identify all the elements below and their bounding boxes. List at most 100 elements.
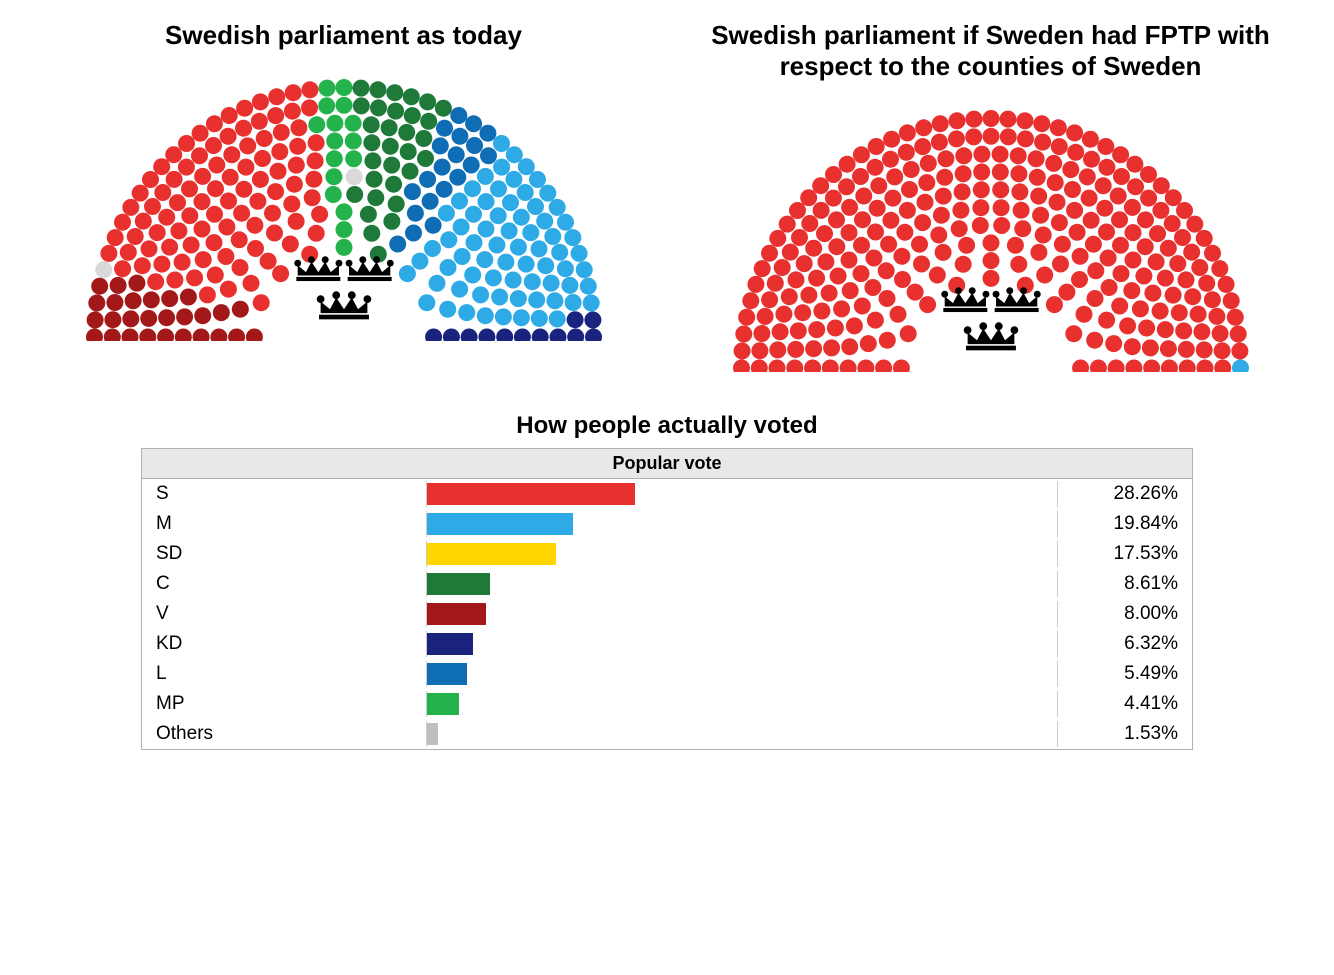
seat-dot [566, 311, 583, 328]
seat-dot [436, 120, 453, 137]
seat-dot [419, 171, 436, 188]
seat-dot [287, 213, 304, 230]
seat-dot [787, 341, 804, 358]
vote-row-pct: 5.49% [1058, 663, 1178, 685]
seat-dot [1034, 134, 1051, 151]
seat-dot [582, 295, 599, 312]
seat-dot [1109, 188, 1126, 205]
seat-dot [421, 193, 438, 210]
seat-dot [1229, 326, 1246, 343]
seat-dot [103, 329, 120, 342]
seat-dot [207, 180, 224, 197]
seat-dot [450, 107, 467, 124]
seat-dot [307, 225, 324, 242]
seat-dot [251, 94, 268, 111]
seat-dot [1119, 318, 1136, 335]
hemicycle-right [731, 92, 1251, 372]
seat-dot [991, 164, 1008, 181]
seat-dot [344, 115, 361, 132]
seat-dot [1164, 287, 1181, 304]
seat-dot [386, 84, 403, 101]
seat-dot [1064, 181, 1081, 198]
seat-dot [523, 273, 540, 290]
seat-dot [789, 202, 806, 219]
seat-dot [387, 196, 404, 213]
seat-dot [283, 196, 300, 213]
seat-dot [761, 245, 778, 262]
seat-dot [914, 214, 931, 231]
seat-dot [1195, 342, 1212, 359]
seat-dot [236, 100, 253, 117]
seat-dot [954, 166, 971, 183]
seat-dot [769, 230, 786, 247]
seat-dot [231, 301, 248, 318]
seat-dot [1217, 276, 1234, 293]
seat-dot [840, 224, 857, 241]
vote-bar-cell [426, 631, 1058, 657]
hemicycle-left [84, 61, 604, 341]
seat-dot [1050, 214, 1067, 231]
seat-dot [915, 120, 932, 137]
seat-dot [530, 310, 547, 327]
seat-dot [489, 207, 506, 224]
seat-dot [828, 212, 845, 229]
seat-dot [352, 98, 369, 115]
vote-row-label: KD [156, 633, 426, 655]
seat-dot [1124, 252, 1141, 269]
seat-dot [239, 138, 256, 155]
seat-dot [403, 183, 420, 200]
seat-dot [147, 273, 164, 290]
seat-dot [564, 229, 581, 246]
seat-dot [1175, 323, 1192, 340]
seat-dot [575, 261, 592, 278]
seat-dot [522, 224, 539, 241]
seat-dot [781, 244, 798, 261]
seat-dot [539, 185, 556, 202]
seat-dot [311, 206, 328, 223]
seat-dot [359, 206, 376, 223]
seat-dot [816, 225, 833, 242]
seat-dot [290, 119, 307, 136]
seat-dot [820, 285, 837, 302]
seat-dot [787, 272, 804, 289]
seat-dot [176, 309, 193, 326]
vote-row-pct: 19.84% [1058, 513, 1178, 535]
seat-dot [451, 281, 468, 298]
vote-bar [427, 513, 573, 535]
seat-dot [753, 260, 770, 277]
seat-dot [742, 293, 759, 310]
seat-dot [512, 209, 529, 226]
vote-bar [427, 483, 635, 505]
seat-dot [462, 157, 479, 174]
seat-dot [1014, 221, 1031, 238]
seat-dot [1176, 202, 1193, 219]
seat-dot [1030, 244, 1047, 261]
seat-dot [973, 164, 990, 181]
seat-dot [242, 275, 259, 292]
seat-dot [449, 169, 466, 186]
seat-dot [285, 176, 302, 193]
seat-dot [1149, 225, 1166, 242]
seat-dot [139, 329, 156, 342]
seat-dot [548, 311, 565, 328]
seat-dot [1204, 245, 1221, 262]
seat-dot [800, 190, 817, 207]
seat-dot [801, 215, 818, 232]
seat-dot [133, 257, 150, 274]
seat-dot [795, 255, 812, 272]
seat-dot [833, 301, 850, 318]
seat-dot [1010, 256, 1027, 273]
seat-dot [142, 292, 159, 309]
seat-dot [1174, 229, 1191, 246]
seat-dot [1232, 360, 1249, 373]
seat-dot [551, 244, 568, 261]
seat-dot [1062, 161, 1079, 178]
seat-dot [958, 237, 975, 254]
crowns-wrap [936, 274, 1046, 373]
seat-dot [1058, 284, 1075, 301]
vote-row: KD 6.32% [142, 629, 1192, 659]
seat-dot [880, 236, 897, 253]
seat-dot [1016, 113, 1033, 130]
seat-dot [867, 138, 884, 155]
seat-dot [768, 360, 785, 373]
